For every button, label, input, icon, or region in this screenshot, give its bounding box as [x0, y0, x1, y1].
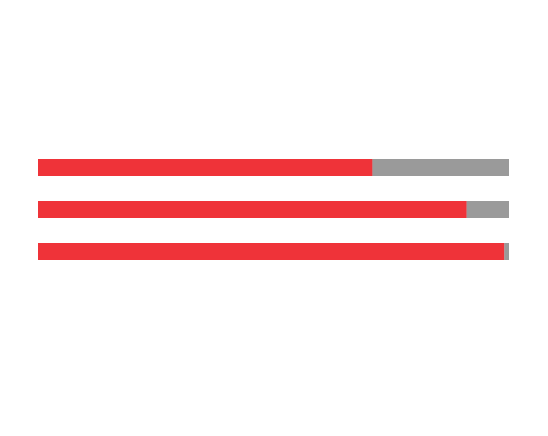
bar-segment [466, 201, 509, 218]
bar-segment [38, 159, 373, 176]
bar-segment [38, 201, 467, 218]
bar-segment [504, 243, 509, 260]
bar-segment [372, 159, 509, 176]
bar-segment [38, 243, 505, 260]
